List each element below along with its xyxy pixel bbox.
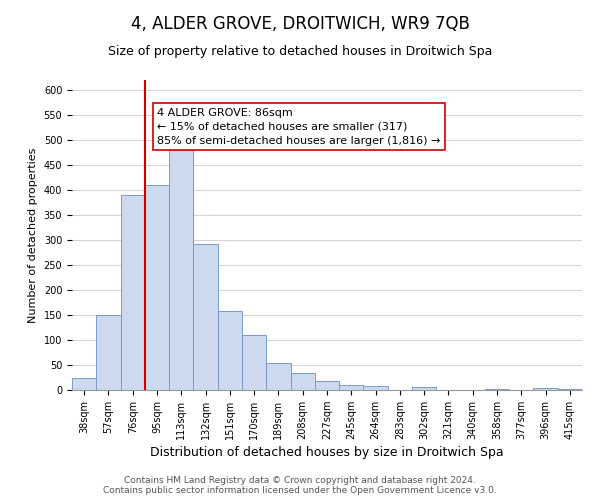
Bar: [339, 385, 364, 390]
Bar: [145, 185, 169, 390]
Bar: [169, 140, 193, 390]
Bar: [533, 388, 558, 390]
Text: Size of property relative to detached houses in Droitwich Spa: Size of property relative to detached ho…: [108, 45, 492, 58]
Bar: [412, 386, 436, 390]
Bar: [72, 378, 96, 390]
Bar: [290, 373, 315, 390]
Bar: [218, 311, 242, 390]
Bar: [121, 195, 145, 390]
Bar: [558, 389, 582, 390]
Text: Contains HM Land Registry data © Crown copyright and database right 2024.
Contai: Contains HM Land Registry data © Crown c…: [103, 476, 497, 495]
Text: 4 ALDER GROVE: 86sqm
← 15% of detached houses are smaller (317)
85% of semi-deta: 4 ALDER GROVE: 86sqm ← 15% of detached h…: [157, 108, 440, 146]
Bar: [96, 315, 121, 390]
Y-axis label: Number of detached properties: Number of detached properties: [28, 148, 38, 322]
Bar: [242, 335, 266, 390]
Text: 4, ALDER GROVE, DROITWICH, WR9 7QB: 4, ALDER GROVE, DROITWICH, WR9 7QB: [131, 15, 469, 33]
Bar: [485, 388, 509, 390]
Bar: [266, 363, 290, 390]
Bar: [193, 244, 218, 390]
Bar: [315, 381, 339, 390]
X-axis label: Distribution of detached houses by size in Droitwich Spa: Distribution of detached houses by size …: [150, 446, 504, 459]
Bar: [364, 386, 388, 390]
